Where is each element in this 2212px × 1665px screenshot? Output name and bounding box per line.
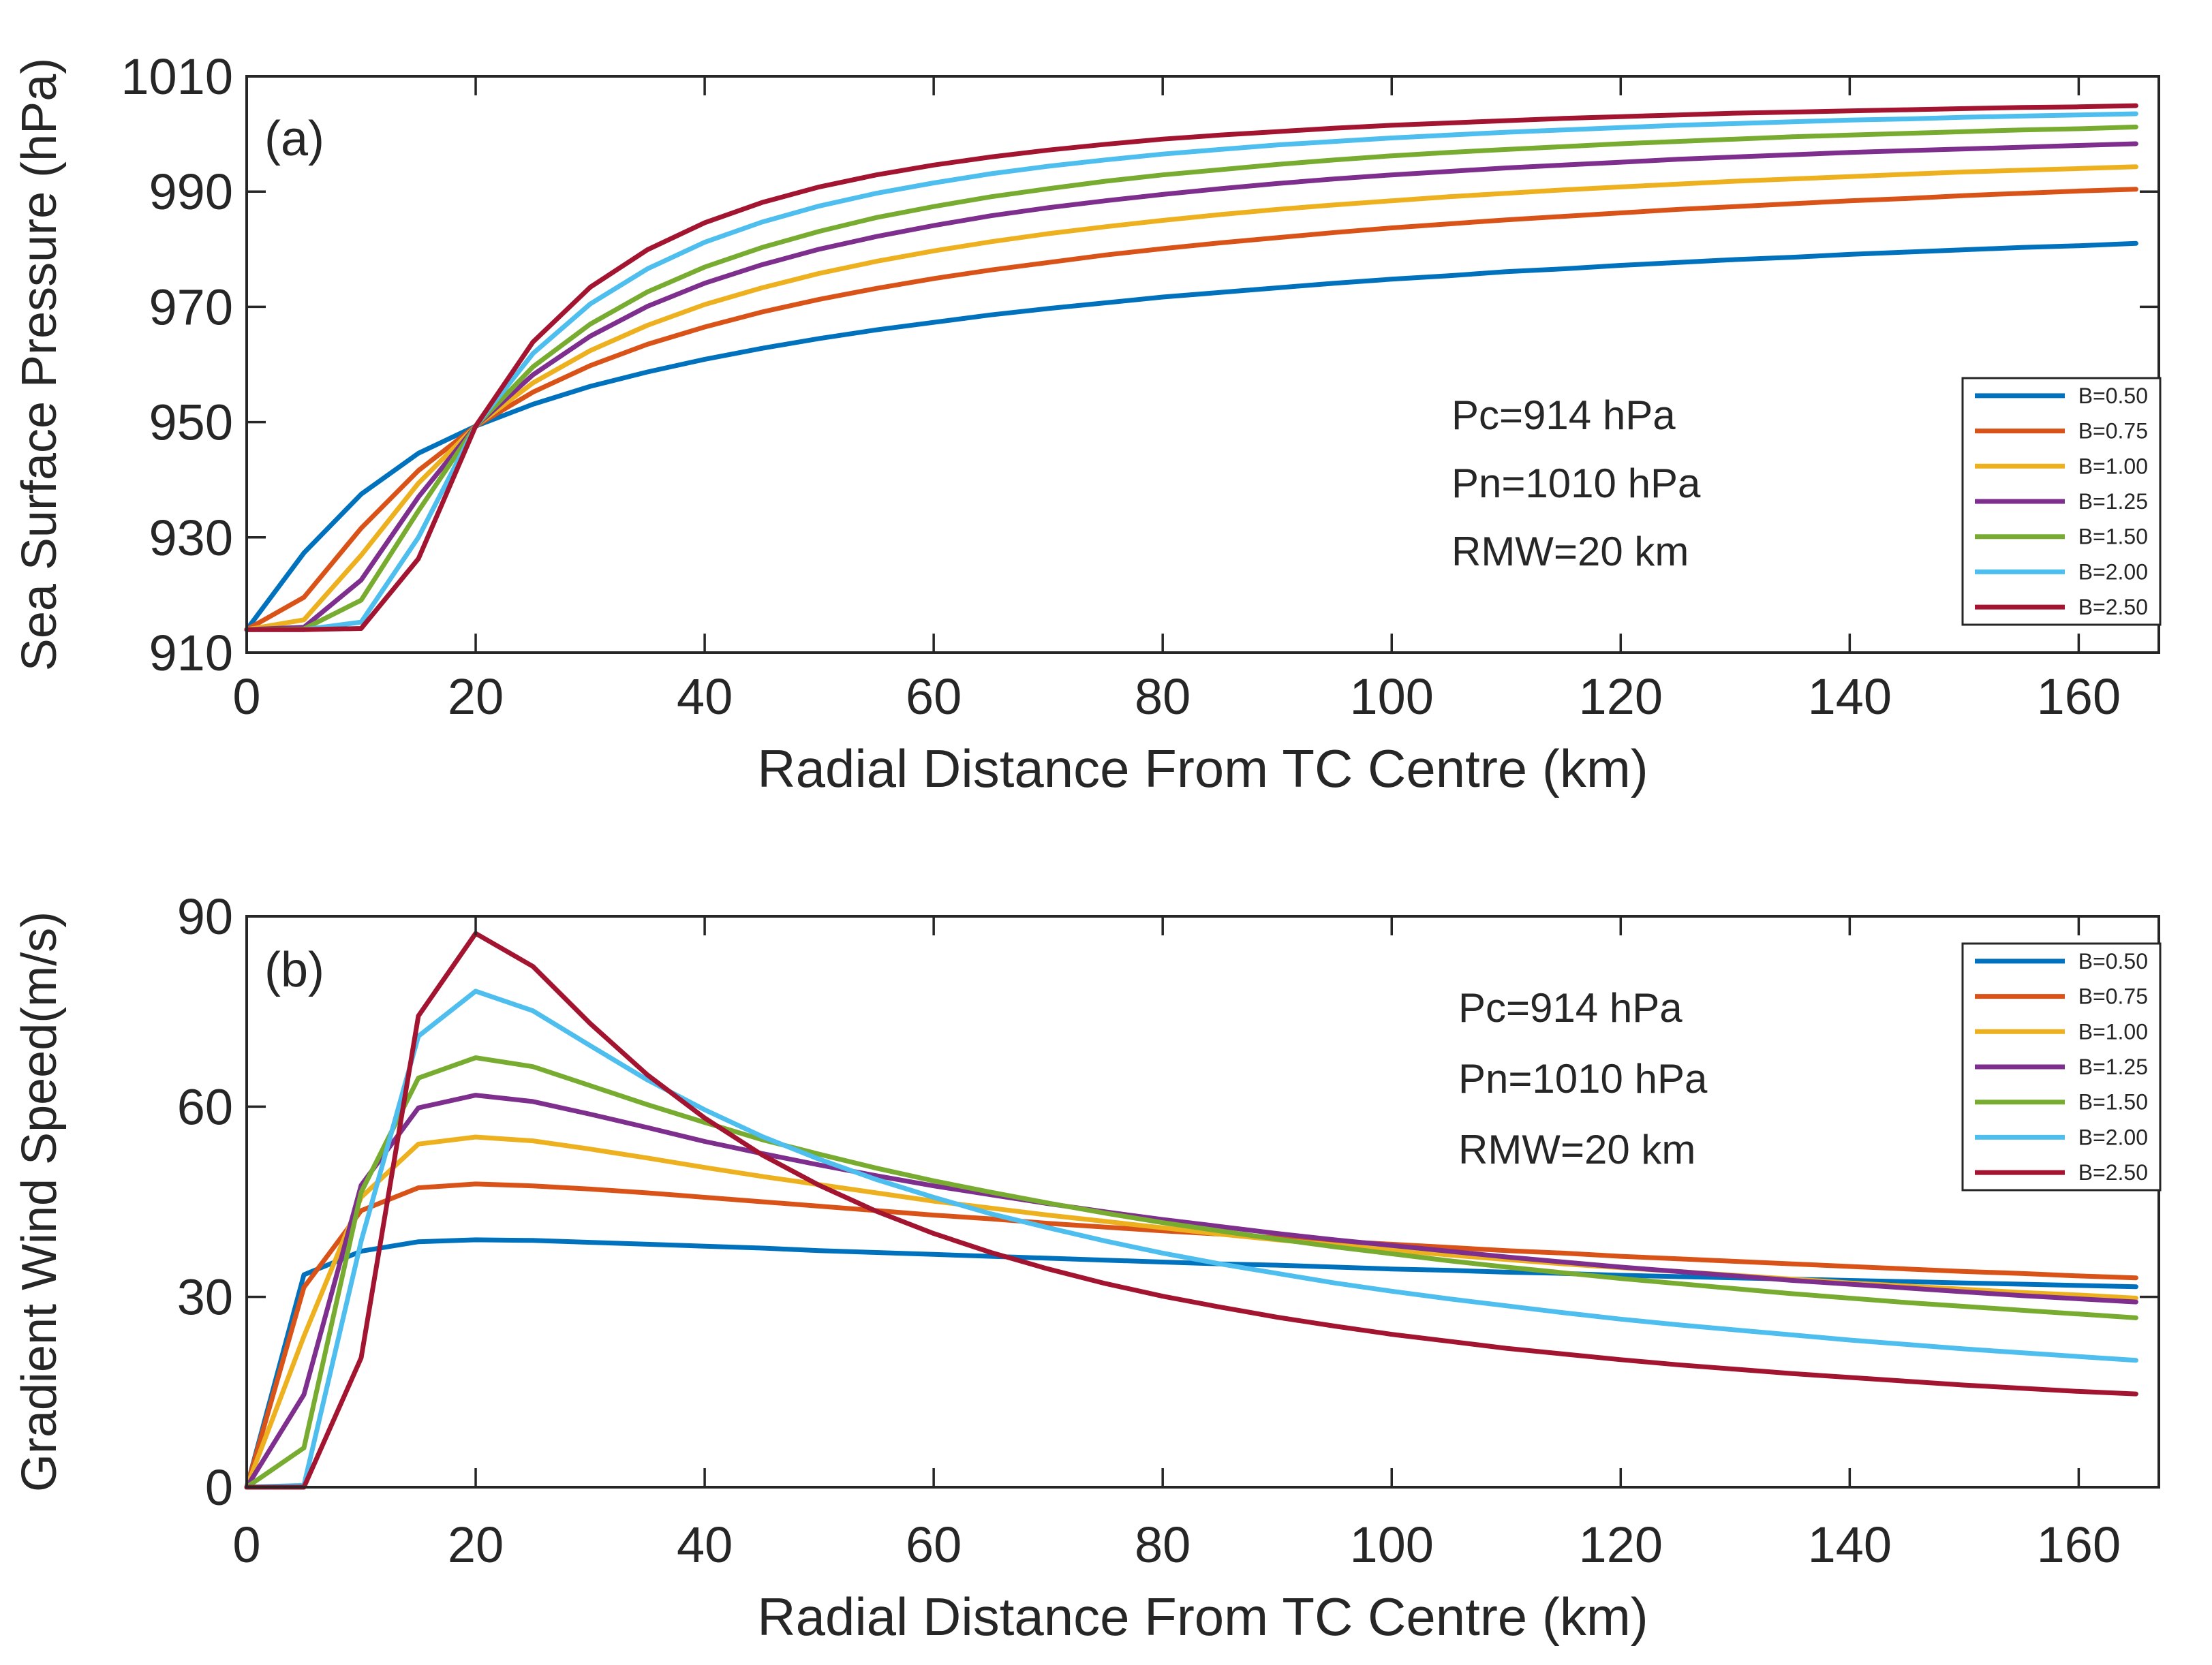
legend-entry: B=2.50	[2078, 595, 2148, 619]
plot-area	[247, 916, 2159, 1487]
y-tick-label: 1010	[121, 48, 233, 105]
panel-label: (b)	[264, 943, 324, 997]
x-tick-label: 80	[1135, 1516, 1191, 1573]
x-tick-label: 140	[1808, 1516, 1892, 1573]
y-tick-label: 950	[149, 394, 233, 451]
legend-entry: B=0.75	[2078, 984, 2148, 1009]
y-tick-label: 970	[149, 279, 233, 335]
chart-panel-b: 0 20 40 60 80 100 120 140 160 0 30 60 90 Radial Dista…	[12, 888, 2162, 1647]
legend: B=0.50 B=0.75 B=1.00 B=1.25 B=1.50 B=2.00 B=2.…	[1961, 377, 2162, 626]
series-line-B-1-25	[244, 1093, 2138, 1490]
annotation: RMW=20 km	[1458, 1127, 1695, 1172]
x-tick-label: 80	[1135, 668, 1191, 725]
x-tick-label: 120	[1579, 668, 1663, 725]
x-tick-label: 60	[906, 1516, 962, 1573]
y-tick-label: 30	[177, 1269, 233, 1326]
x-tick-label: 160	[2037, 668, 2121, 725]
legend-entry: B=2.00	[2078, 559, 2148, 584]
annotation: Pn=1010 hPa	[1451, 461, 1701, 506]
y-tick-label: 0	[205, 1459, 233, 1516]
x-tick-label: 0	[232, 1516, 260, 1573]
y-axis-label: Gradient Wind Speed(m/s)	[12, 912, 67, 1492]
x-tick-label: 120	[1579, 1516, 1663, 1573]
series-line-B-1-00	[244, 164, 2138, 632]
x-tick-label: 20	[448, 668, 504, 725]
series-line-B-2-50	[244, 103, 2138, 632]
legend-entry: B=0.50	[2078, 384, 2148, 408]
legend: B=0.50 B=0.75 B=1.00 B=1.25 B=1.50 B=2.00 B=2.…	[1961, 942, 2162, 1192]
x-tick-label: 0	[232, 668, 260, 725]
legend-entry: B=1.50	[2078, 525, 2148, 549]
series-line-B-0-75	[244, 187, 2138, 632]
x-tick-label: 100	[1350, 1516, 1434, 1573]
series-line-B-1-50	[244, 124, 2138, 632]
series-line-B-2-00	[244, 989, 2138, 1490]
y-axis-label: Sea Surface Pressure (hPa)	[12, 58, 67, 671]
series-line-B-0-50	[244, 240, 2138, 632]
legend-entry: B=0.50	[2078, 949, 2148, 974]
legend-entry: B=0.75	[2078, 419, 2148, 444]
x-tick-label: 100	[1350, 668, 1434, 725]
y-tick-label: 60	[177, 1078, 233, 1135]
y-tick-label: 90	[177, 888, 233, 945]
series-line-B-1-50	[244, 1055, 2138, 1490]
annotation: Pc=914 hPa	[1458, 985, 1683, 1031]
x-tick-label: 40	[677, 1516, 733, 1573]
series-line-B-2-00	[244, 111, 2138, 632]
chart-panel-a: 0 20 40 60 80 100 120 140 160 910 930 950 970 990 1010…	[12, 48, 2162, 798]
panel-label: (a)	[264, 112, 324, 166]
x-tick-label: 20	[448, 1516, 504, 1573]
x-tick-label: 160	[2037, 1516, 2121, 1573]
axes-box	[245, 75, 2160, 654]
x-tick-label: 140	[1808, 668, 1892, 725]
legend-entry: B=1.00	[2078, 454, 2148, 478]
annotation: Pc=914 hPa	[1451, 392, 1676, 438]
y-tick-label: 990	[149, 164, 233, 220]
legend-entry: B=1.50	[2078, 1090, 2148, 1115]
series-line-B-2-50	[244, 931, 2138, 1490]
x-tick-label: 60	[906, 668, 962, 725]
x-axis-label: Radial Distance From TC Centre (km)	[757, 738, 1648, 798]
legend-entry: B=2.50	[2078, 1160, 2148, 1185]
legend-entry: B=1.25	[2078, 1055, 2148, 1079]
legend-entry: B=1.25	[2078, 489, 2148, 514]
legend-entry: B=2.00	[2078, 1125, 2148, 1149]
y-tick-label: 910	[149, 625, 233, 681]
series-line-B-1-25	[244, 141, 2138, 632]
x-tick-label: 40	[677, 668, 733, 725]
axes-box	[245, 915, 2160, 1489]
y-tick-label: 930	[149, 510, 233, 566]
annotation: Pn=1010 hPa	[1458, 1056, 1708, 1102]
legend-entry: B=1.00	[2078, 1019, 2148, 1044]
annotation: RMW=20 km	[1451, 529, 1689, 574]
x-axis-label: Radial Distance From TC Centre (km)	[757, 1587, 1648, 1647]
